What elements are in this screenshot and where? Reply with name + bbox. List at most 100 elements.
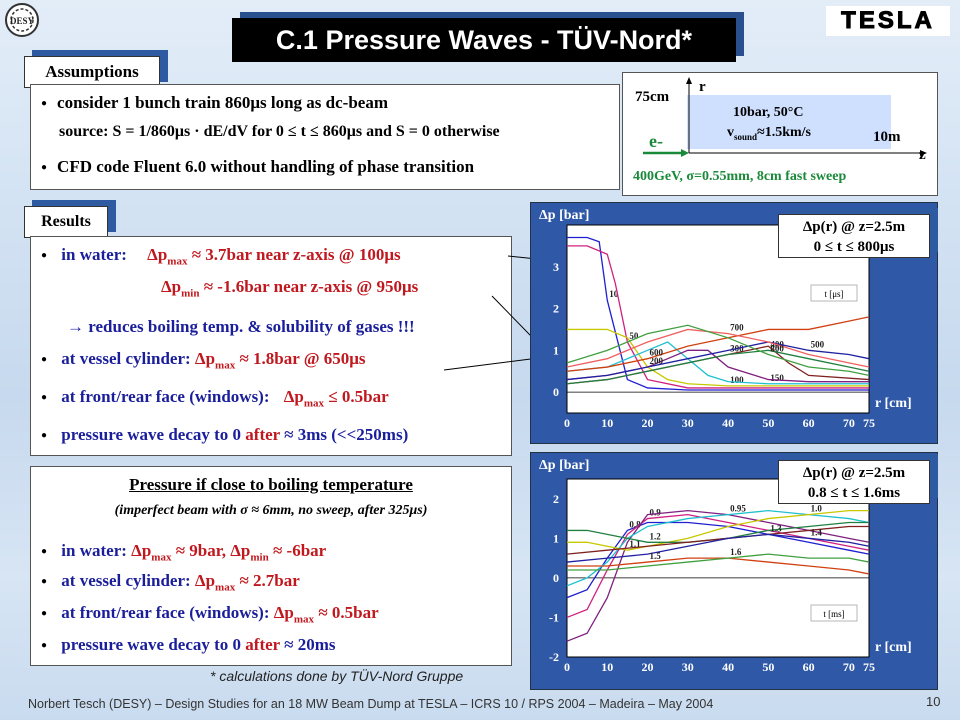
chart-1-series-label: 800	[770, 344, 784, 354]
desy-logo: DESY	[5, 3, 39, 37]
assumption-2: source: S = 1/860μs · dE/dV for 0 ≤ t ≤ …	[59, 123, 500, 141]
chart-1-series-label: 600	[650, 348, 664, 358]
result-4-value: Δpmax ≈ 1.8bar @ 650μs	[194, 349, 366, 372]
chart-1-legend-box	[810, 284, 858, 302]
length-label: 10m	[873, 129, 901, 145]
page-title: C.1 Pressure Waves - TÜV-Nord*	[232, 18, 736, 62]
boiling-2-dp: Δp	[194, 571, 216, 590]
assumption-3-text: CFD code Fluent 6.0 without handling of …	[57, 157, 475, 176]
chart-2-series-1.1	[567, 509, 869, 551]
chart-1-xtick: 0	[564, 416, 570, 430]
chart-2-series-label: 1.0	[811, 504, 823, 514]
chart-2-series-0.95	[566, 509, 870, 642]
chart-2-series-label: 1.4	[811, 527, 823, 537]
result-2: Δpmin ≈ -1.6bar near z-axis @ 950μs	[161, 277, 418, 299]
chart-1-series-label: 50	[629, 331, 639, 341]
assumption-1: consider 1 bunch train 860μs long as dc-…	[41, 93, 388, 113]
desy-logo-text: DESY	[10, 16, 35, 26]
chart-1-series-800	[566, 324, 870, 377]
boiling-4-text: ≈ 20ms	[284, 635, 336, 654]
result-4-sub: max	[215, 359, 236, 372]
chart-1-subtitle: 0 ≤ t ≤ 800μs	[813, 239, 895, 255]
result-1: in water: Δpmax ≈ 3.7bar near z-axis @ 1…	[41, 245, 401, 267]
chart-2-series-1.6	[567, 553, 870, 571]
boiling-1-value: Δpmax ≈ 9bar, Δpmin ≈ -6bar	[131, 541, 327, 564]
chart-1-series-10	[567, 236, 869, 391]
chart-2-title: Δp(r) @ z=2.5m	[802, 465, 906, 481]
chart-1-series-label: 100	[730, 375, 744, 385]
boiling-4-label: pressure wave decay to 0	[61, 635, 242, 654]
beam-label: e-	[649, 131, 663, 151]
results-panel: in water: Δpmax ≈ 3.7bar near z-axis @ 1…	[30, 236, 512, 456]
result-5-dp: Δp	[283, 387, 304, 406]
chart-1-xtick: 60	[803, 416, 815, 430]
chart-2-xtick: 30	[682, 660, 694, 674]
chart-1-ylabel: Δp [bar]	[539, 208, 589, 223]
chart-2-xtick: 0	[564, 660, 570, 674]
chart-2-legend-box	[810, 604, 858, 622]
chart-1-series-50	[567, 245, 869, 389]
boiling-1-sub2: min	[250, 551, 269, 564]
boiling-4: pressure wave decay to 0 after ≈ 20ms	[41, 635, 336, 655]
radius-label: 75cm	[635, 89, 670, 105]
chart-2-series-label: 0.8	[629, 519, 641, 529]
chart-2-series-label: 0.9	[650, 508, 662, 518]
water-params: 10bar, 50°C	[733, 105, 804, 120]
boiling-2-label: at vessel cylinder:	[61, 571, 191, 590]
boiling-1-text: ≈ 9bar,	[175, 541, 226, 560]
boiling-1-dp: Δp	[131, 541, 152, 560]
result-5-value: Δpmax ≤ 0.5bar	[283, 387, 389, 410]
result-4: at vessel cylinder: Δpmax ≈ 1.8bar @ 650…	[41, 349, 366, 372]
boiling-1-label: in water:	[61, 541, 127, 560]
result-2-dp: Δp	[161, 277, 182, 296]
result-5-sub: max	[303, 397, 325, 410]
boiling-4-after: after	[245, 635, 280, 654]
chart-1-ytick: 2	[553, 302, 559, 316]
boiling-1-sub: max	[151, 551, 172, 564]
chart-2-xtick: 10	[601, 660, 613, 674]
boiling-2-sub: max	[215, 581, 236, 594]
geometry-axes	[643, 77, 927, 157]
boiling-3-label: at front/rear face (windows):	[61, 603, 270, 622]
boiling-subheading: (imperfect beam with σ ≈ 6mm, no sweep, …	[114, 503, 428, 518]
chart-2-series-label: 1.1	[629, 539, 641, 549]
tesla-logo: TESLA	[826, 6, 950, 36]
boiling-heading: Pressure if close to boiling temperature	[129, 475, 413, 494]
boiling-3-sub: max	[293, 613, 315, 626]
assumptions-panel: consider 1 bunch train 860μs long as dc-…	[30, 84, 620, 190]
boiling-1-text2: ≈ -6bar	[272, 541, 327, 560]
boiling-3: at front/rear face (windows): Δpmax ≈ 0.…	[41, 603, 379, 626]
chart-1-xlabel: r [cm]	[875, 396, 912, 411]
boiling-2: at vessel cylinder: Δpmax ≈ 2.7bar	[41, 571, 300, 593]
chart-2-series-1.0	[566, 509, 870, 587]
boiling-3-text: ≈ 0.5bar	[318, 603, 379, 622]
boiling-3-dp: Δp	[273, 603, 294, 622]
result-1-text: ≈ 3.7bar near z-axis @ 100μs	[191, 245, 401, 264]
chart-2-series-label: 1.5	[650, 551, 662, 561]
boiling-2-value: Δpmax ≈ 2.7bar	[194, 571, 300, 594]
chart-2-ytick: 1	[553, 531, 559, 545]
chart-1-series-400	[566, 349, 870, 385]
page-number: 10	[926, 694, 941, 709]
chart-1-legend-title: t [μs]	[824, 289, 843, 299]
chart-2-xtick: 75	[863, 660, 875, 674]
assumption-1-text: consider 1 bunch train 860μs long as dc-…	[57, 93, 388, 112]
chart-2-legend-title: t [ms]	[823, 609, 844, 619]
chart-2-subtitle: 0.8 ≤ t ≤ 1.6ms	[807, 485, 901, 501]
chart-2-series-label: 1.6	[730, 547, 742, 557]
chart-2-ytick: 0	[553, 571, 559, 585]
result-4-dp: Δp	[194, 349, 216, 368]
footer-text: Norbert Tesch (DESY) – Design Studies fo…	[28, 697, 714, 711]
result-4-label: at vessel cylinder:	[61, 349, 191, 368]
chart-2-series-label: 0.95	[730, 504, 746, 514]
sound-speed: vsound≈1.5km/s	[727, 125, 811, 142]
chart-2-series-0.9	[566, 513, 870, 619]
chart-1-series-100	[567, 328, 869, 387]
chart-2-ytick: -2	[549, 650, 559, 664]
chart-1-xtick: 75	[863, 416, 875, 430]
chart-2-ytick: -1	[549, 610, 559, 624]
chart-1-xtick: 20	[642, 416, 654, 430]
chart-2-xlabel: r [cm]	[875, 640, 912, 655]
result-1-label: in water:	[61, 245, 127, 264]
chart-2-xtick: 70	[843, 660, 855, 674]
